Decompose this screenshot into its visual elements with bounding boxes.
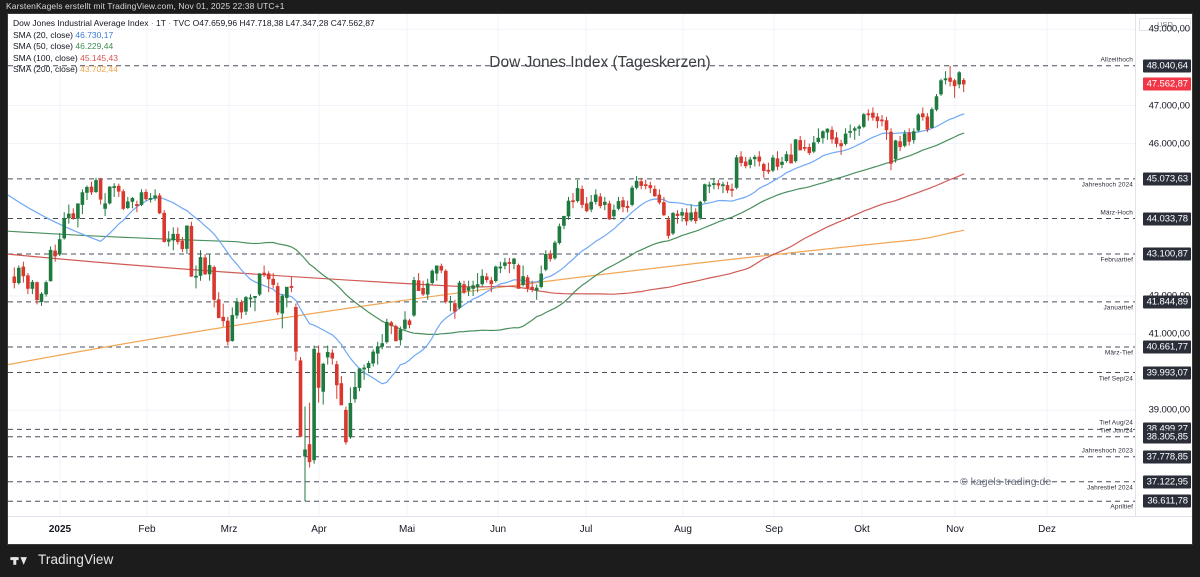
legend-sep-2: ·: [168, 18, 172, 28]
chart-title: Dow Jones Index (Tageskerzen): [489, 54, 711, 71]
price-level-box[interactable]: 43.100,87: [1142, 247, 1191, 261]
price-tick: 41.000,00: [1148, 328, 1190, 340]
level-label: Jahreshoch 2024: [1081, 181, 1133, 189]
level-label: Tief Aug/24: [1099, 419, 1133, 427]
level-label: Januartief: [1103, 304, 1133, 312]
legend-exchange: TVC: [173, 18, 191, 28]
time-tick: Mrz: [220, 524, 238, 535]
legend-sma50-label: SMA (50, close): [13, 41, 73, 52]
attribution-text: KarstenKagels erstellt mit TradingView.c…: [6, 1, 285, 11]
legend-high: H47.718,38: [239, 18, 284, 28]
level-label: Februartief: [1100, 256, 1133, 264]
legend-sma100-row[interactable]: SMA (100, close) 45.145,43: [13, 53, 375, 65]
price-tick: 46.000,00: [1148, 138, 1190, 150]
legend-symbol[interactable]: Dow Jones Industrial Average Index: [13, 18, 149, 28]
time-tick: Dez: [1038, 524, 1056, 535]
legend-sma20-value: 46.730,17: [75, 29, 114, 40]
price-tick: 47.000,00: [1148, 100, 1190, 111]
level-label: März-Hoch: [1100, 209, 1133, 216]
legend-sma50-value: 46.229,44: [75, 41, 114, 52]
legend-symbol-row[interactable]: Dow Jones Industrial Average Index · 1T …: [13, 18, 375, 30]
time-tick: Jul: [579, 524, 593, 535]
price-level-box[interactable]: 37.122,95: [1142, 475, 1191, 489]
watermark: © kagels-trading.de: [960, 476, 1052, 488]
level-label: Jahreshoch 2023: [1081, 447, 1133, 455]
price-level-box[interactable]: 37.778,85: [1142, 450, 1191, 464]
level-label: Tief Jun/24: [1099, 427, 1133, 435]
price-level-box[interactable]: 45.073,63: [1142, 172, 1191, 186]
legend-sma200-value: 43.702,44: [80, 64, 118, 75]
price-axis[interactable]: USD 49.000,0047.000,0046.000,0042.000,00…: [1135, 14, 1192, 517]
legend-sma50-row[interactable]: SMA (50, close) 46.229,44: [13, 41, 375, 53]
candlestick-svg: [8, 14, 1136, 517]
price-tick: 39.000,00: [1148, 404, 1190, 416]
price-level-box[interactable]: 38.305,85: [1142, 430, 1191, 444]
legend-sep-1: ·: [150, 18, 154, 28]
price-level-box[interactable]: 40.661,77: [1142, 340, 1191, 354]
price-level-box[interactable]: 39.993,07: [1142, 366, 1191, 379]
level-label: Apriltief: [1110, 503, 1133, 511]
time-axis[interactable]: 2025 Feb Mrz Apr Mai Jun Jul Aug Sep Okt Nov Dez: [8, 516, 1192, 544]
price-tick: 49.000,00: [1148, 23, 1190, 35]
last-price-box[interactable]: 47.562,87: [1142, 77, 1191, 91]
level-label: März-Tief: [1104, 349, 1133, 357]
price-level-box[interactable]: 36.611,78: [1143, 494, 1191, 508]
legend-sma200-label: SMA (200, close): [13, 64, 78, 75]
currency-badge[interactable]: USD: [1139, 18, 1191, 31]
time-tick: Aug: [674, 524, 692, 535]
legend-sma200-row[interactable]: SMA (200, close) 43.702,44: [13, 64, 375, 76]
chart-frame: Allzeithoch Jahreshoch 2024 März-Hoch Febru…: [7, 13, 1193, 545]
chart-plot-area[interactable]: Allzeithoch Jahreshoch 2024 März-Hoch Febru…: [8, 14, 1192, 544]
time-tick: Nov: [946, 524, 964, 535]
legend-sma20-row[interactable]: SMA (20, close) 46.730,17: [13, 30, 375, 42]
chart-legend: Dow Jones Industrial Average Index · 1T …: [13, 18, 375, 76]
level-label: Tief Sep/24: [1098, 375, 1133, 382]
level-label: Jahrestief 2024: [1087, 484, 1133, 492]
level-label: Allzeithoch: [1100, 56, 1133, 64]
time-tick: Okt: [854, 524, 870, 535]
price-level-box[interactable]: 48.040,64: [1142, 59, 1191, 73]
tradingview-mark-icon: [10, 557, 27, 565]
legend-sma100-value: 45.145,43: [80, 52, 118, 63]
legend-low: L47.347,28: [285, 18, 329, 28]
time-tick: 2025: [48, 524, 72, 535]
time-tick: Feb: [138, 524, 156, 535]
time-tick: Mai: [398, 524, 416, 535]
price-level-box[interactable]: 44.033,78: [1142, 212, 1191, 225]
legend-sma100-label: SMA (100, close): [13, 52, 78, 63]
tradingview-logo[interactable]: TradingView: [10, 552, 113, 567]
time-tick: Apr: [311, 524, 327, 535]
legend-sma20-label: SMA (20, close): [13, 29, 73, 40]
chart-canvas[interactable]: [8, 14, 1136, 517]
price-level-box[interactable]: 41.844,89: [1142, 295, 1191, 309]
legend-close: C47.562,87: [330, 18, 375, 28]
tradingview-brand-label: TradingView: [38, 552, 114, 567]
legend-interval[interactable]: 1T: [156, 18, 166, 28]
footer-bar: TradingView: [0, 545, 1200, 577]
time-tick: Sep: [765, 524, 783, 535]
legend-open: O47.659,96: [192, 18, 238, 28]
time-tick: Jun: [489, 524, 507, 535]
